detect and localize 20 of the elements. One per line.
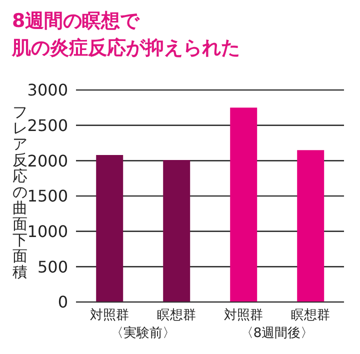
text: フレア反応の曲面下面積 xyxy=(12,103,28,281)
y-tick-label: 500 xyxy=(37,257,68,276)
y-tick-label: 1500 xyxy=(27,186,68,206)
bar xyxy=(163,160,190,302)
y-tick-label: 2000 xyxy=(27,151,68,170)
text: 〈実験前〉 xyxy=(110,325,176,342)
text: 〈8週間後〉 xyxy=(239,325,315,342)
bar xyxy=(230,108,258,302)
x-tick-label: 対照群 xyxy=(224,307,263,324)
y-tick-label: 0 xyxy=(58,292,68,312)
chart-subtitle: 肌の炎症反応が抑えられた xyxy=(12,36,241,61)
chart-title: 8週間の瞑想で xyxy=(12,9,141,34)
x-tick-label: 瞑想群 xyxy=(157,308,196,324)
x-tick-label: 対照群 xyxy=(90,307,129,324)
x-tick-label: 瞑想群 xyxy=(291,308,330,324)
bar xyxy=(297,150,324,302)
y-tick-label: 1000 xyxy=(27,222,68,242)
bar xyxy=(96,155,124,302)
y-tick-label: 3000 xyxy=(27,80,68,100)
y-tick-label: 2500 xyxy=(27,116,68,136)
